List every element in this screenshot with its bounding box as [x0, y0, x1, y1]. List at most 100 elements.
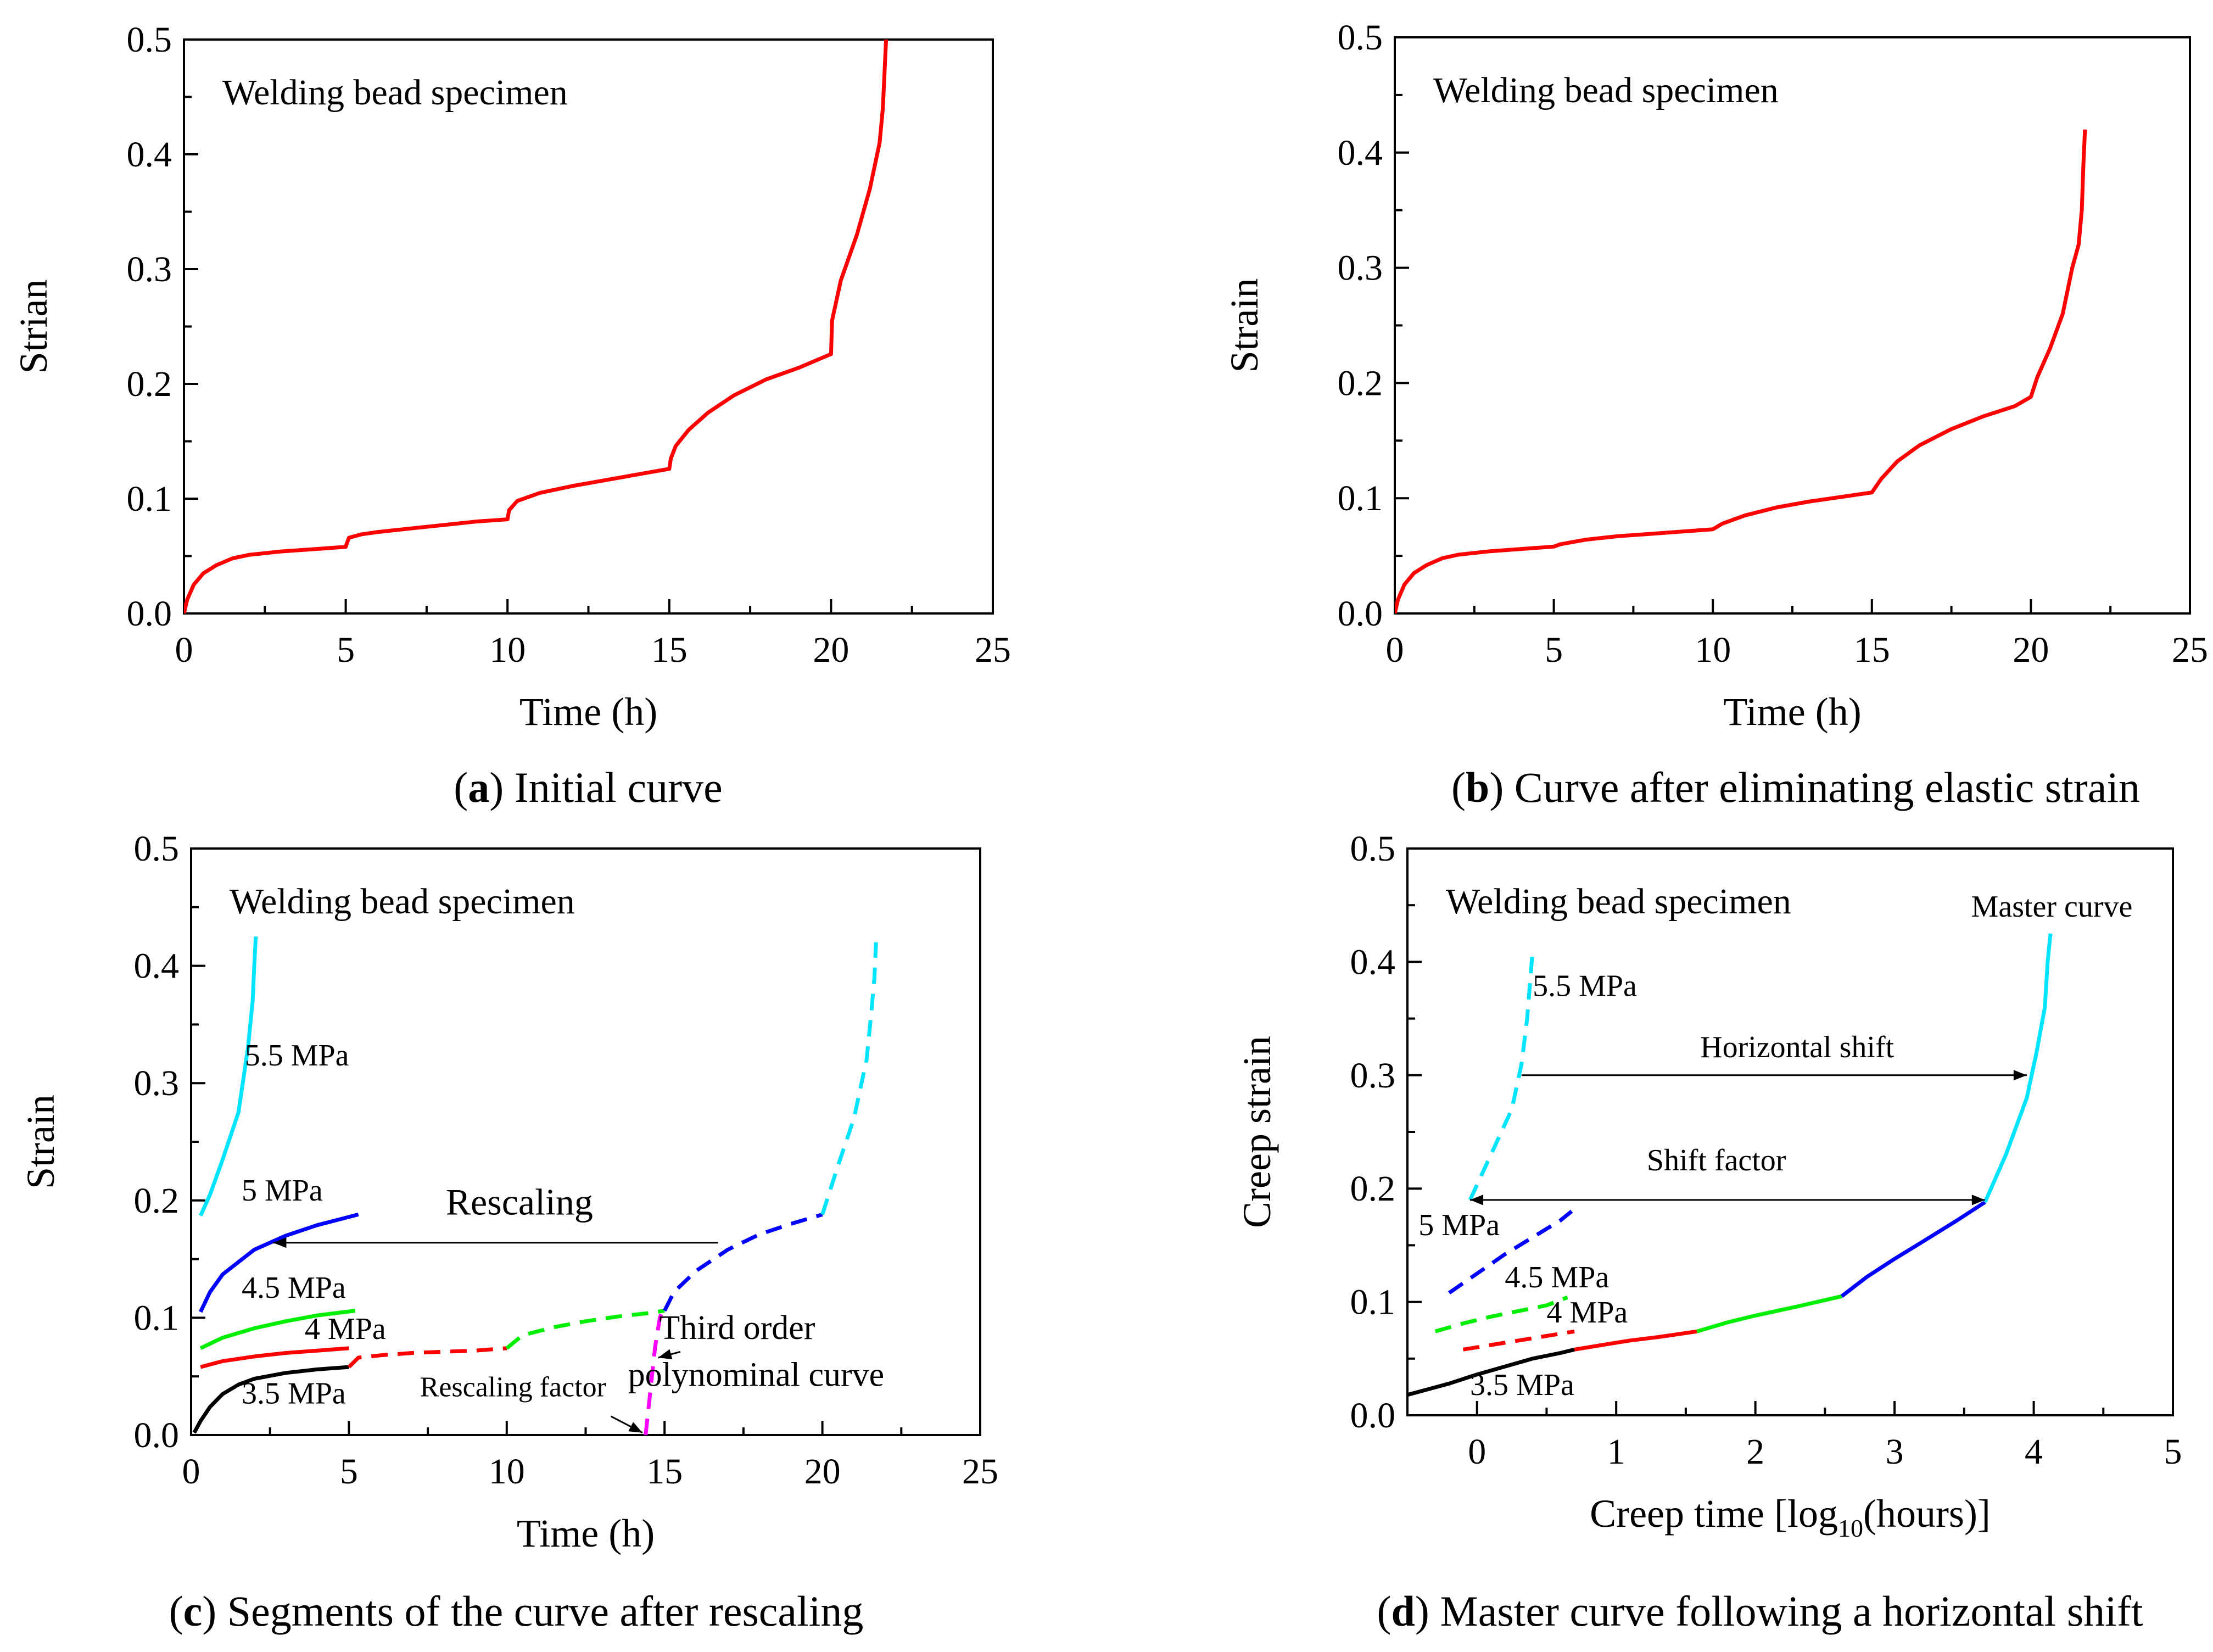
y-tick-label: 0.3: [1338, 248, 1383, 288]
x-tick-label: 25: [975, 630, 1011, 670]
series-group: [192, 936, 878, 1435]
panel-caption: (a) Initial curve: [454, 763, 722, 811]
series-line-creep-curve: [1395, 129, 2087, 613]
specimen-title: Welding bead specimen: [230, 881, 575, 922]
x-tick-label: 0: [1386, 630, 1404, 670]
c-polynominal: polynominal curve: [628, 1356, 885, 1393]
series-line-master-green: [1696, 1294, 1842, 1333]
x-tick-label: 10: [489, 630, 526, 670]
y-axis-label: Strain: [1222, 278, 1266, 373]
chart-panel-d: 0 1 2 3 4 5 0.0 0.1 0.2 0.3 0.4 0.5 Welding bead spe…: [1235, 829, 2182, 1635]
c-lbl-35: 3.5 MPa: [242, 1376, 346, 1410]
plot-frame: [190, 847, 981, 1436]
y-tick-label: 0.5: [127, 20, 172, 60]
series-line-4-5-mpa-dashed: [1434, 1296, 1568, 1333]
caption-text: ) Segments of the curve after rescaling: [202, 1587, 863, 1635]
specimen-title: Welding bead specimen: [1433, 70, 1779, 110]
x-axis-label-sub: 10: [1838, 1514, 1863, 1542]
x-tick-label: 15: [646, 1452, 683, 1492]
series-line-5-5-mpa: [199, 936, 258, 1217]
c-rescaling: Rescaling: [446, 1181, 593, 1223]
x-tick-label: 1: [1607, 1432, 1625, 1472]
c-arrow-poly: [658, 1349, 681, 1360]
plot-frame: [1406, 847, 2174, 1416]
d-lbl-55: 5.5 MPa: [1533, 969, 1637, 1003]
x-tick-label: 20: [813, 630, 849, 670]
caption-open-paren: (: [169, 1587, 183, 1635]
x-tick-label: 5: [340, 1452, 358, 1492]
x-tick-label: 0: [1468, 1432, 1486, 1472]
y-tick-label: 0.0: [127, 594, 172, 634]
d-lbl-45: 4.5 MPa: [1505, 1260, 1609, 1294]
series-line-master-red: [1574, 1329, 1697, 1352]
chart-panel-b: 0 5 10 15 20 25 0.0 0.1 0.2 0.3 0.4 0.5 Welding bead…: [1222, 18, 2208, 811]
plot-frame: [1394, 36, 2191, 615]
panel-caption: (d) Master curve following a horizontal …: [1377, 1587, 2143, 1635]
x-axis-label: Creep time [log10(hours)]: [1590, 1492, 1991, 1542]
series-line-master-black: [1407, 1347, 1575, 1397]
chart-panel-c: 0 5 10 15 20 25 0.0 0.1 0.2 0.3 0.4 0.5 Welding bead…: [19, 829, 998, 1635]
x-tick-label: 5: [2164, 1432, 2182, 1472]
series-group: [184, 40, 888, 613]
y-tick-label: 0.4: [127, 135, 172, 175]
specimen-title: Welding bead specimen: [1446, 881, 1791, 922]
y-axis-label: Creep strain: [1235, 1036, 1279, 1228]
c-lbl-4: 4 MPa: [305, 1312, 386, 1346]
series-line-5-5-mpa-dashed: [1468, 950, 1535, 1201]
y-axis-label: Strian: [12, 280, 55, 374]
caption-open-paren: (: [1377, 1587, 1391, 1635]
x-tick-label: 15: [1854, 630, 1890, 670]
y-tick-label: 0.2: [1350, 1169, 1396, 1209]
specimen-title: Welding bead specimen: [222, 72, 568, 113]
series-line-red-dashed: [347, 1346, 507, 1369]
x-tick-label: 0: [182, 1452, 200, 1492]
y-tick-label: 0.1: [127, 479, 172, 519]
y-axis-label: Strain: [19, 1095, 63, 1189]
x-tick-label: 3: [1886, 1432, 1904, 1472]
series-line-magenta-dashed: [644, 1305, 667, 1435]
caption-text: ) Initial curve: [489, 763, 722, 811]
c-lbl-5: 5 MPa: [242, 1174, 323, 1208]
x-tick-label: 10: [1695, 630, 1731, 670]
x-tick-label: 20: [804, 1452, 841, 1492]
c-arrow-factor: [610, 1415, 643, 1434]
y-tick-label: 0.0: [1350, 1396, 1396, 1436]
caption-text: ) Curve after eliminating elastic strain: [1489, 763, 2140, 811]
x-axis-label-main: Creep time [log: [1590, 1492, 1838, 1536]
y-tick-label: 0.5: [134, 829, 180, 869]
series-line-cyan-dashed: [820, 942, 878, 1215]
series-line-5-mpa-dashed: [1448, 1209, 1573, 1294]
caption-letter: b: [1466, 763, 1489, 811]
series-line-4-mpa: [200, 1346, 349, 1369]
x-tick-label: 25: [962, 1452, 998, 1492]
y-tick-label: 0.1: [134, 1298, 180, 1338]
y-tick-label: 0.5: [1338, 18, 1383, 58]
d-shift-factor: Shift factor: [1647, 1143, 1786, 1177]
y-tick-label: 0.3: [127, 249, 172, 289]
plot-frame: [183, 38, 994, 615]
x-tick-label: 5: [1545, 630, 1563, 670]
series-line-master-cyan: [1983, 933, 2053, 1203]
series-line-master-blue: [1840, 1201, 1986, 1298]
y-tick-label: 0.2: [127, 364, 172, 404]
y-tick-label: 0.2: [134, 1181, 180, 1221]
d-master: Master curve: [1971, 890, 2133, 924]
series-group: [1407, 933, 2053, 1397]
c-rescaling-factor: Rescaling factor: [420, 1372, 606, 1403]
x-tick-label: 25: [2172, 630, 2208, 670]
series-line-green-dashed: [505, 1309, 665, 1350]
y-tick-label: 0.3: [134, 1063, 180, 1103]
y-tick-label: 0.1: [1350, 1282, 1396, 1322]
y-tick-label: 0.4: [1350, 942, 1396, 982]
series-line-creep-curve: [184, 40, 888, 613]
d-lbl-35: 3.5 MPa: [1470, 1368, 1574, 1402]
c-third-order: Third order: [659, 1309, 815, 1347]
caption-open-paren: (: [454, 763, 468, 811]
x-axis-label: Time (h): [1723, 690, 1861, 734]
x-axis-label: Time (h): [519, 690, 657, 734]
d-horizontal-shift: Horizontal shift: [1700, 1030, 1894, 1064]
x-tick-label: 10: [489, 1452, 525, 1492]
y-tick-label: 0.3: [1350, 1056, 1396, 1096]
panel-caption: (b) Curve after eliminating elastic stra…: [1451, 763, 2140, 811]
series-line-3-5-mpa: [192, 1365, 349, 1434]
